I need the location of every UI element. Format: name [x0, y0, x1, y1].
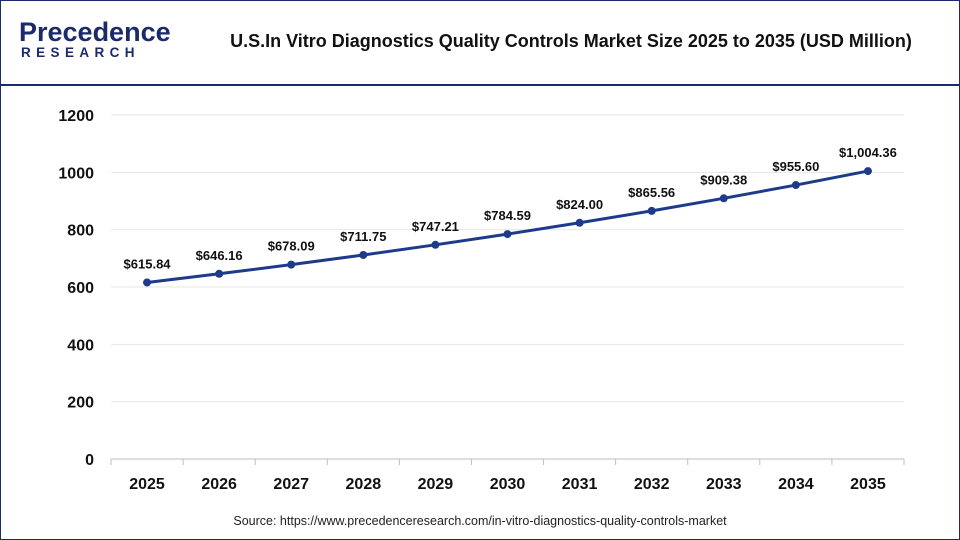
- y-tick-label: 400: [67, 337, 94, 354]
- y-tick-label: 1000: [58, 165, 94, 182]
- precedence-research-logo: Precedence RESEARCH: [19, 17, 171, 67]
- data-label: $865.56: [628, 185, 675, 200]
- x-tick-label: 2030: [490, 476, 526, 493]
- data-label: $747.21: [412, 219, 459, 234]
- data-point: [503, 230, 512, 239]
- x-tick-label: 2031: [562, 476, 598, 493]
- data-label: $909.38: [700, 172, 747, 187]
- data-label: $678.09: [268, 239, 315, 254]
- data-point: [215, 269, 224, 278]
- data-label: $711.75: [340, 229, 386, 244]
- data-point: [143, 278, 152, 287]
- line-chart: 0 200 400 600 800 1000 1200 2025 2026 2027 2028 202…: [58, 108, 905, 493]
- data-point: [863, 167, 872, 176]
- data-label: $955.60: [772, 159, 819, 174]
- data-label: $1,004.36: [839, 145, 897, 160]
- y-tick-label: 600: [67, 280, 94, 297]
- data-point: [431, 240, 440, 249]
- x-tick-label: 2025: [129, 476, 165, 493]
- data-point: [575, 218, 584, 227]
- logo-subtitle: RESEARCH: [21, 45, 140, 60]
- data-point: [719, 194, 728, 203]
- logo-wordmark: Precedence: [19, 17, 171, 47]
- data-label: $784.59: [484, 208, 531, 223]
- y-tick-label: 800: [67, 223, 94, 240]
- data-point: [791, 181, 800, 190]
- data-label: $646.16: [196, 248, 243, 263]
- y-tick-label: 1200: [58, 108, 94, 125]
- data-point: [647, 206, 656, 215]
- y-tick-label: 0: [85, 452, 94, 469]
- data-label: $615.84: [124, 256, 172, 271]
- x-tick-label: 2033: [706, 476, 742, 493]
- data-label: $824.00: [556, 197, 603, 212]
- x-tick-label: 2035: [850, 476, 886, 493]
- x-tick-label: 2028: [346, 476, 382, 493]
- header: Precedence RESEARCH U.S.In Vitro Diagnos…: [1, 1, 959, 86]
- y-tick-label: 200: [67, 395, 94, 412]
- x-tick-label: 2032: [634, 476, 670, 493]
- x-tick-label: 2029: [418, 476, 454, 493]
- x-tick-label: 2026: [201, 476, 237, 493]
- data-point: [359, 250, 368, 259]
- source-note: Source: https://www.precedenceresearch.c…: [233, 514, 727, 528]
- x-tick-label: 2027: [273, 476, 309, 493]
- series-line: [146, 169, 869, 284]
- data-point: [287, 260, 296, 269]
- chart-title: U.S.In Vitro Diagnostics Quality Control…: [230, 31, 912, 51]
- x-tick-label: 2034: [778, 476, 814, 493]
